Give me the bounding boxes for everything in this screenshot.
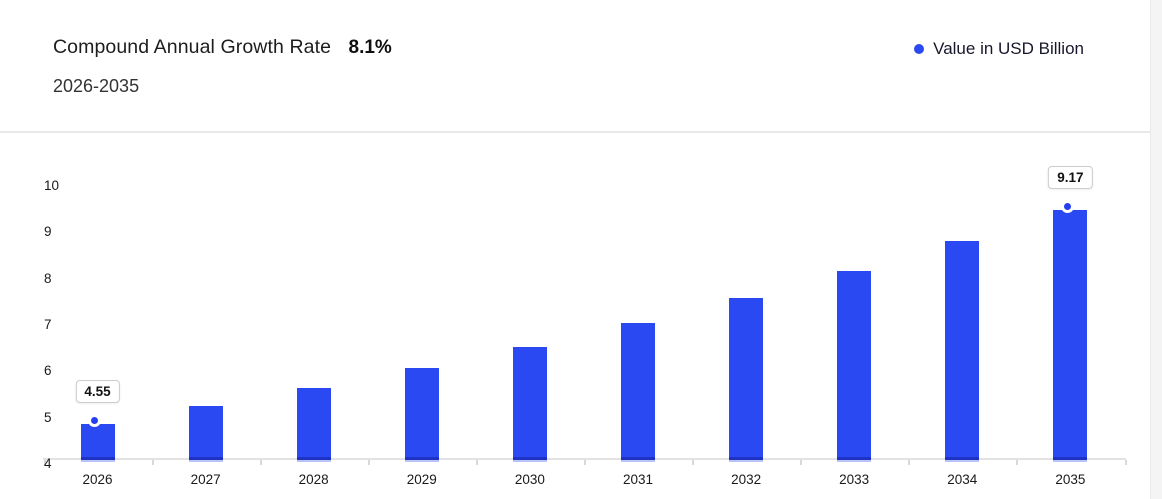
x-axis-tick: [800, 460, 803, 465]
bar-bottom-edge: [512, 456, 547, 460]
y-axis-tick-label: 6: [44, 363, 52, 379]
y-axis-tick-label: 4: [44, 456, 52, 471]
x-axis-tick: [1016, 460, 1019, 465]
bar-bottom-edge: [1053, 457, 1088, 460]
bar-2030[interactable]: [512, 346, 547, 462]
data-point-marker: [1060, 200, 1074, 213]
x-axis-tick: [43, 460, 46, 465]
bar-2026[interactable]: [80, 423, 115, 462]
bar-2031[interactable]: [621, 323, 655, 462]
bar-bottom-edge: [296, 456, 331, 460]
x-axis-tick-label: 2034: [947, 472, 978, 487]
x-axis-tick: [692, 460, 694, 465]
y-axis-tick-label: 5: [44, 409, 52, 425]
bar-bottom-highlight: [621, 460, 655, 462]
x-axis-tick-label: 2027: [190, 472, 221, 487]
bar-bottom-edge: [729, 457, 764, 460]
x-axis-tick: [151, 460, 154, 465]
x-axis-tick-label: 2032: [731, 472, 762, 487]
header-divider: [0, 131, 1150, 133]
x-axis-tick: [908, 460, 911, 465]
legend-marker-icon: [914, 44, 925, 54]
x-axis-tick-label: 2030: [514, 472, 545, 487]
y-axis-tick-label: 9: [44, 224, 52, 240]
bar-2034[interactable]: [945, 241, 980, 462]
bar-bottom-edge: [945, 456, 980, 460]
y-axis-tick-label: 8: [44, 270, 52, 286]
bar-bottom-highlight: [1053, 460, 1088, 462]
chart-subtitle: 2026-2035: [53, 76, 140, 96]
chart-header: Compound Annual Growth Rate 8.1% 2026-20…: [0, 0, 1150, 131]
bar-2027[interactable]: [188, 406, 223, 462]
bar-2032[interactable]: [729, 298, 764, 462]
x-axis-tick: [367, 460, 370, 465]
y-axis-tick-label: 7: [44, 317, 52, 332]
x-axis-tick: [475, 460, 478, 465]
bar-bottom-edge: [188, 456, 223, 460]
legend-item[interactable]: Value in USD Billion: [914, 39, 1084, 59]
data-point-marker: [88, 414, 101, 427]
x-axis-tick-label: 2029: [406, 472, 437, 487]
x-axis-tick-label: 2035: [1055, 472, 1086, 487]
bar-chart: 4 5 6 7 8 9 10 2026 4.55 2027 2028 2029 2030 2031 2032…: [0, 133, 1150, 499]
cagr-value: 8.1%: [348, 37, 392, 58]
x-axis-line: [43, 458, 1126, 460]
bar-bottom-edge: [621, 457, 655, 460]
page-title: Compound Annual Growth Rate: [53, 36, 332, 58]
title-row: Compound Annual Growth Rate 8.1%: [53, 36, 392, 59]
x-axis-tick-label: 2033: [839, 472, 870, 487]
bar-bottom-highlight: [80, 460, 115, 462]
bar-bottom-edge: [80, 457, 115, 460]
bar-bottom-highlight: [837, 459, 872, 462]
bar-bottom-edge: [404, 456, 439, 460]
bar-2035[interactable]: [1053, 209, 1088, 462]
value-label: 9.17: [1048, 165, 1093, 189]
bar-bottom-highlight: [945, 459, 980, 462]
legend-label: Value in USD Billion: [933, 39, 1084, 58]
x-axis-tick-label: 2026: [82, 472, 113, 487]
bar-2029[interactable]: [404, 367, 439, 462]
value-label: 4.55: [75, 379, 120, 403]
bar-bottom-highlight: [188, 459, 223, 462]
bar-bottom-edge: [837, 456, 872, 460]
x-axis-tick: [259, 460, 262, 465]
y-axis-tick-label: 10: [44, 178, 60, 193]
bar-bottom-highlight: [729, 460, 764, 462]
x-axis-tick-label: 2028: [298, 472, 329, 487]
x-axis-tick: [1124, 460, 1127, 465]
x-axis-tick-label: 2031: [622, 472, 654, 487]
bar-2028[interactable]: [296, 387, 331, 462]
bar-bottom-highlight: [404, 459, 439, 462]
page-background-strip: [1150, 0, 1162, 499]
bar-2033[interactable]: [837, 270, 872, 462]
bar-bottom-highlight: [296, 459, 331, 462]
bar-bottom-highlight: [512, 459, 547, 462]
x-axis-tick: [584, 460, 586, 465]
